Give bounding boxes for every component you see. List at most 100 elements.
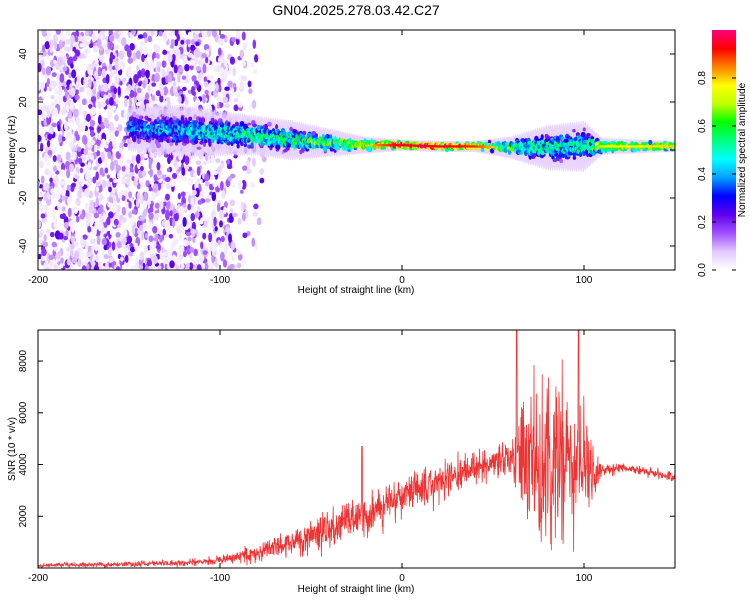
heatmap-cell — [293, 129, 298, 134]
heatmap-cell — [99, 54, 105, 63]
heatmap-cell — [77, 258, 82, 268]
heatmap-cell — [559, 158, 564, 164]
heatmap-cell — [227, 80, 233, 88]
heatmap-cell — [148, 51, 153, 58]
heatmap-cell — [46, 115, 52, 125]
heatmap-cell — [71, 69, 77, 79]
heatmap-cell — [118, 30, 123, 36]
heatmap-cell — [129, 33, 133, 39]
heatmap-cell — [126, 49, 132, 58]
heatmap-cell — [157, 169, 162, 175]
heatmap-cell — [168, 82, 174, 87]
heatmap-cell — [164, 224, 169, 231]
heatmap-cell — [68, 111, 72, 120]
heatmap-cell — [80, 54, 86, 59]
heatmap-cell — [128, 201, 132, 209]
heatmap-cell — [149, 100, 155, 106]
heatmap-cell — [223, 201, 228, 209]
heatmap-cell — [38, 81, 42, 91]
heatmap-cell — [216, 94, 222, 103]
heatmap-cell — [75, 116, 80, 126]
heatmap-cell — [197, 59, 202, 66]
heatmap-cell — [548, 143, 553, 148]
heatmap-cell — [214, 226, 218, 232]
heatmap-cell — [40, 175, 45, 184]
heatmap-cell — [113, 87, 118, 94]
heatmap-cell — [163, 250, 169, 257]
y-tick-label: -40 — [18, 238, 29, 253]
heatmap-cell — [89, 199, 94, 209]
heatmap-cell — [51, 72, 57, 78]
heatmap-cell — [145, 30, 152, 34]
heatmap-cell — [140, 153, 144, 161]
heatmap-cell — [118, 50, 125, 60]
heatmap-cell — [62, 212, 66, 220]
heatmap-cell — [70, 235, 76, 244]
heatmap-cell — [187, 31, 192, 38]
heatmap-cell — [41, 248, 47, 257]
heatmap-cell — [86, 86, 92, 97]
heatmap-cell — [229, 56, 235, 63]
heatmap-cell — [237, 250, 241, 255]
heatmap-cell — [148, 224, 152, 230]
heatmap-cell — [40, 204, 45, 215]
heatmap-cell — [99, 215, 104, 224]
heatmap-cell — [227, 175, 232, 182]
heatmap-cell — [165, 193, 170, 201]
heatmap-cell — [177, 73, 181, 84]
heatmap-cell — [143, 191, 149, 202]
heatmap-cell — [60, 180, 65, 185]
heatmap-cell — [83, 136, 88, 146]
heatmap-cell — [108, 262, 112, 268]
heatmap-cell — [162, 228, 167, 236]
heatmap-cell — [51, 145, 57, 154]
heatmap-cell — [45, 66, 52, 76]
heatmap-cell — [136, 138, 141, 145]
heatmap-cell — [185, 139, 190, 144]
heatmap-cell — [144, 37, 149, 44]
heatmap-cell — [126, 187, 131, 193]
heatmap-cell — [121, 175, 126, 186]
heatmap-cell — [120, 37, 127, 47]
heatmap-cell — [228, 233, 232, 243]
heatmap-cell — [142, 122, 147, 128]
heatmap-cell — [180, 79, 185, 85]
heatmap-cell — [552, 158, 558, 163]
heatmap-cell — [223, 206, 227, 215]
heatmap-cell — [167, 53, 173, 63]
heatmap-cell — [232, 67, 236, 77]
heatmap-cell — [84, 202, 89, 209]
heatmap-cell — [147, 117, 152, 122]
heatmap-cell — [144, 244, 148, 255]
heatmap-cell — [161, 60, 167, 68]
heatmap-cell — [151, 85, 155, 96]
colorbar-tick-label: 0.2 — [697, 215, 708, 229]
heatmap-cell — [141, 170, 147, 177]
heatmap-cell — [65, 229, 69, 238]
heatmap-cell — [88, 78, 92, 89]
heatmap-cell — [168, 233, 174, 239]
heatmap-cell — [246, 230, 251, 236]
heatmap-cell — [190, 207, 196, 214]
x-tick-label: -200 — [28, 573, 48, 584]
heatmap-cell — [206, 30, 212, 38]
heatmap-cell — [118, 214, 124, 221]
heatmap-cell — [161, 220, 166, 227]
heatmap-cell — [107, 110, 113, 120]
heatmap-cell — [163, 259, 169, 264]
heatmap-cell — [182, 86, 187, 92]
heatmap-cell — [169, 260, 175, 269]
heatmap-cell — [196, 264, 202, 270]
heatmap-cell — [114, 30, 120, 40]
heatmap-cell — [164, 233, 169, 239]
heatmap-cell — [108, 141, 114, 151]
heatmap-cell — [239, 120, 245, 127]
heatmap-cell — [111, 205, 117, 212]
heatmap-cell — [181, 167, 186, 177]
heatmap-cell — [196, 205, 201, 212]
heatmap-cell — [109, 230, 114, 236]
heatmap-cell — [131, 101, 136, 109]
heatmap-cell — [171, 217, 176, 228]
heatmap-cell — [90, 139, 95, 146]
heatmap-cell — [129, 246, 136, 253]
